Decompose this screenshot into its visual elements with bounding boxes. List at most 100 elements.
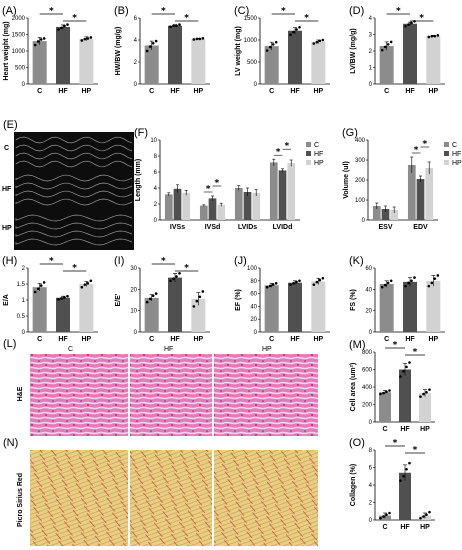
echo-wave-line xyxy=(15,144,133,152)
data-point xyxy=(151,42,155,45)
x-category-label: C xyxy=(382,426,387,433)
chart-K: (K) 0 20 40 60 FS (%) C HF HP xyxy=(349,255,445,343)
data-point xyxy=(380,285,384,289)
data-point xyxy=(399,479,402,482)
legend-label-C: C xyxy=(452,142,457,149)
y-axis-label: Heart weight (mg) xyxy=(3,21,10,80)
data-point xyxy=(405,467,408,471)
x-category-label: C xyxy=(37,88,42,95)
y-tick-label: 1500 xyxy=(244,16,258,22)
bar-C xyxy=(32,287,47,332)
significance-star: * xyxy=(396,7,401,17)
x-category-label: HP xyxy=(193,88,203,95)
data-point xyxy=(386,43,390,46)
data-point xyxy=(315,40,319,44)
legend-swatch-C xyxy=(444,142,449,147)
significance-star: * xyxy=(206,185,211,195)
panel-label: (K) xyxy=(349,255,364,267)
y-tick-label: 20 xyxy=(365,309,372,315)
legend-swatch-HF xyxy=(306,151,311,156)
y-tick-label: 200 xyxy=(355,178,366,184)
y-tick-label: 2000 xyxy=(12,16,26,22)
y-tick-label: 3 xyxy=(369,33,373,39)
echo-wave-line xyxy=(15,238,133,246)
significance-star: * xyxy=(161,257,166,267)
y-tick-label: 0 xyxy=(22,330,26,336)
panel-label: (C) xyxy=(234,5,249,17)
data-point xyxy=(39,38,43,41)
data-point xyxy=(80,285,84,289)
echo-wave-line xyxy=(15,160,133,168)
significance-star: * xyxy=(413,348,418,358)
bar-C xyxy=(264,46,279,84)
data-point xyxy=(389,40,393,44)
data-point xyxy=(172,24,175,28)
data-point xyxy=(57,28,60,31)
data-point xyxy=(419,395,422,398)
data-point xyxy=(148,45,152,48)
x-category-label: HF xyxy=(400,524,410,531)
data-point xyxy=(422,515,425,518)
data-point xyxy=(321,38,325,42)
data-point xyxy=(382,391,385,395)
y-tick-label: 800 xyxy=(362,350,373,356)
data-point xyxy=(271,43,275,46)
y-tick-label: 1 xyxy=(22,298,26,304)
psr-image-hp xyxy=(214,450,318,546)
bar-HF xyxy=(288,282,302,332)
x-category-label: C xyxy=(149,336,154,343)
y-tick-label: 2 xyxy=(369,49,373,55)
y-axis-label: Cell area (um²) xyxy=(350,363,357,412)
y-tick-label: 4 xyxy=(134,38,138,44)
significance-star: * xyxy=(161,7,166,17)
significance-star: * xyxy=(276,148,281,158)
x-category-label: HF xyxy=(290,88,300,95)
data-point xyxy=(430,34,434,38)
data-point xyxy=(268,45,272,49)
x-category-label: C xyxy=(382,524,387,531)
echo-wave-line xyxy=(15,230,133,238)
significance-star: * xyxy=(72,264,77,274)
data-point xyxy=(195,37,199,41)
data-point xyxy=(428,388,431,391)
data-point xyxy=(274,282,278,285)
echo-row-label-hp: HP xyxy=(2,225,12,232)
significance-star: * xyxy=(184,264,189,274)
chart-F: (F) 0 2 4 6 8 10 Length (mm) IVSs IVSd LVIDs LVIDd *… xyxy=(134,127,324,231)
data-point xyxy=(201,290,205,293)
echo-wave-line xyxy=(15,198,133,206)
data-point xyxy=(289,33,292,37)
data-point xyxy=(408,361,411,364)
x-category-label: HP xyxy=(313,336,323,343)
x-category-label: C xyxy=(37,336,42,343)
y-tick-label: 0 xyxy=(254,82,258,88)
y-tick-label: 30 xyxy=(130,266,137,272)
bar-HF xyxy=(168,25,182,84)
x-category-label: HP xyxy=(81,88,91,95)
y-axis-label: LV weight (mg) xyxy=(235,26,242,76)
bar-HP xyxy=(79,38,94,84)
bar-HF-LVIDd xyxy=(278,170,287,220)
he-image-c xyxy=(30,354,128,436)
bar-HF xyxy=(403,23,417,84)
data-point xyxy=(292,282,295,285)
data-point xyxy=(382,515,385,518)
data-point xyxy=(413,276,416,279)
bar-HP xyxy=(426,280,441,332)
he-image-hf xyxy=(130,354,212,436)
y-tick-label: 200 xyxy=(362,403,373,409)
data-point xyxy=(83,37,87,41)
x-category-label: HP xyxy=(428,336,438,343)
y-tick-label: 1000 xyxy=(12,49,26,55)
panel-label: (I) xyxy=(114,255,124,267)
bar-C xyxy=(264,285,279,332)
data-point xyxy=(66,23,69,26)
chart-I: (I) 0 10 20 30 E/E' C HF HP * * xyxy=(114,255,210,343)
data-point xyxy=(383,45,387,49)
y-tick-label: 100 xyxy=(247,266,258,272)
y-tick-label: 20 xyxy=(250,317,257,323)
legend-swatch-HP xyxy=(306,160,311,165)
data-point xyxy=(265,49,269,52)
y-tick-label: 2 xyxy=(134,60,138,66)
data-point xyxy=(39,284,43,287)
